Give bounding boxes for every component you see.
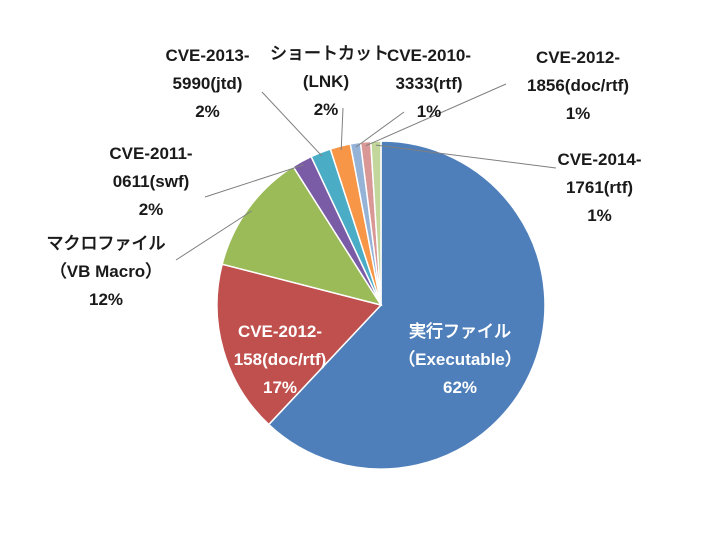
label-cve-2012-158-id: CVE-2012- (237, 322, 323, 341)
label-cve-2010-3333: CVE-2010- 3333(rtf) 1% (374, 42, 484, 126)
label-cve-2010-3333-pct: 1% (416, 102, 442, 121)
label-cve-2012-1856: CVE-2012- 1856(doc/rtf) 1% (508, 44, 648, 128)
leader-line-8 (375, 144, 557, 169)
label-cve-2013-5990-type: 5990(jtd) (172, 74, 243, 93)
pie-slice-1 (216, 263, 383, 426)
leader-line-4 (261, 91, 323, 157)
label-cve-2012-158-type: 158(doc/rtf) (233, 350, 327, 369)
label-cve-2012-158-pct: 17% (262, 378, 298, 397)
label-cve-2012-158: CVE-2012- 158(doc/rtf) 17% (215, 318, 345, 402)
label-vb-macro: マクロファイル （VB Macro） 12% (36, 230, 176, 314)
label-lnk-type: (LNK) (302, 72, 350, 91)
leader-line-5 (340, 107, 344, 151)
label-vb-macro-pct: 12% (88, 290, 124, 309)
label-cve-2010-3333-id: CVE-2010- (386, 46, 472, 65)
pie-slice-0 (267, 140, 546, 470)
label-cve-2011-0611-type: 0611(swf) (112, 172, 190, 191)
label-lnk-pct: 2% (313, 100, 339, 119)
label-executable-pct: 62% (442, 378, 478, 397)
leader-line-3 (204, 164, 305, 198)
label-executable: 実行ファイル （Executable） 62% (390, 318, 530, 402)
label-lnk-name: ショートカット (270, 44, 389, 63)
label-cve-2010-3333-type: 3333(rtf) (395, 74, 463, 93)
label-cve-2013-5990: CVE-2013- 5990(jtd) 2% (150, 42, 265, 126)
leader-line-7 (365, 83, 507, 147)
leader-line-2 (175, 210, 252, 261)
label-cve-2013-5990-pct: 2% (195, 102, 220, 121)
label-cve-2012-1856-pct: 1% (565, 104, 591, 123)
label-cve-2014-1761-pct: 1% (587, 206, 612, 225)
label-cve-2013-5990-id: CVE-2013- (165, 46, 250, 65)
label-cve-2011-0611-pct: 2% (138, 200, 164, 219)
label-vb-macro-en: （VB Macro） (49, 262, 163, 281)
label-cve-2012-1856-id: CVE-2012- (535, 48, 621, 67)
label-executable-en: （Executable） (398, 350, 522, 369)
label-cve-2011-0611: CVE-2011- 0611(swf) 2% (86, 140, 216, 224)
label-cve-2014-1761: CVE-2014- 1761(rtf) 1% (537, 146, 662, 230)
label-cve-2014-1761-type: 1761(rtf) (565, 178, 634, 197)
label-cve-2014-1761-id: CVE-2014- (557, 150, 642, 169)
label-executable-name: 実行ファイル (409, 322, 511, 341)
label-cve-2011-0611-id: CVE-2011- (109, 144, 193, 163)
label-vb-macro-name: マクロファイル (46, 234, 166, 253)
leader-line-6 (355, 111, 405, 148)
label-cve-2012-1856-type: 1856(doc/rtf) (526, 76, 630, 95)
label-lnk: ショートカット (LNK) 2% (270, 40, 389, 124)
